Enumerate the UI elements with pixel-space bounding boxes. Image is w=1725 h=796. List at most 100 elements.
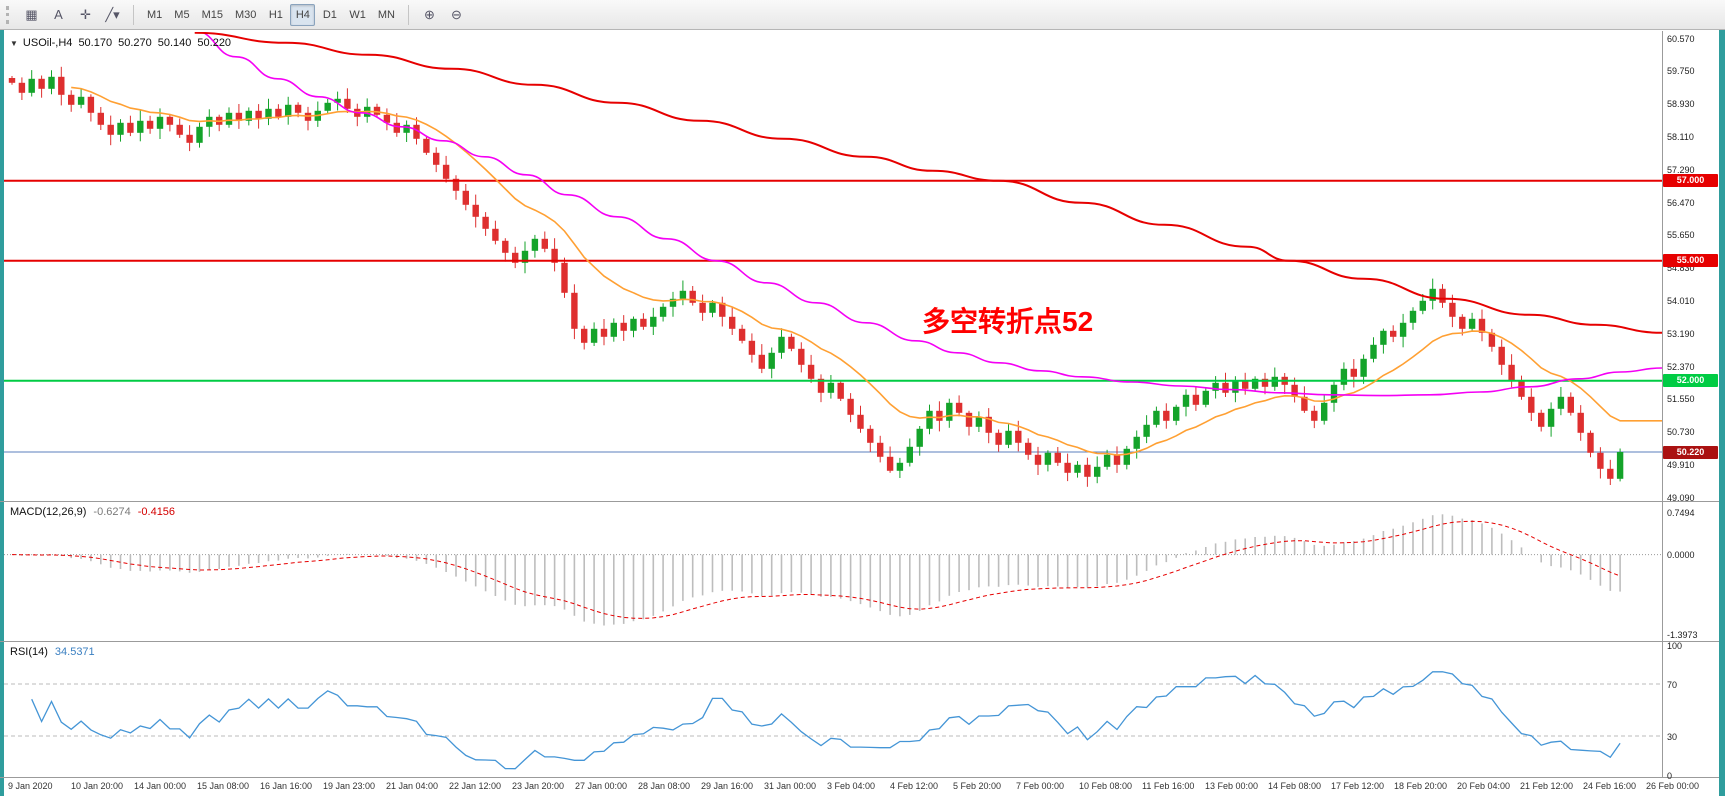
price-axis-border [1662, 31, 1663, 777]
time-tick: 29 Jan 16:00 [701, 781, 754, 791]
line-studies-toolbar: ▦ A ✛ ╱▾ [18, 4, 126, 26]
rsi-tick: 100 [1667, 640, 1683, 651]
hline-price-label: 55.000 [1663, 254, 1718, 268]
chart-window-frame [1719, 30, 1725, 796]
zoom-out-button[interactable]: ⊖ [444, 4, 469, 26]
macd-header: MACD(12,26,9) -0.6274 -0.4156 [10, 506, 175, 518]
rsi-header: RSI(14) 34.5371 [10, 646, 95, 658]
crosshair-tool-button[interactable]: ✛ [73, 4, 98, 26]
toolbar-separator [133, 4, 134, 25]
timeframe-h1-button[interactable]: H1 [263, 4, 288, 26]
rsi-panel[interactable] [4, 642, 1662, 777]
time-tick: 10 Jan 20:00 [71, 781, 124, 791]
time-tick: 20 Feb 04:00 [1457, 781, 1511, 791]
time-tick: 31 Jan 00:00 [764, 781, 817, 791]
price-axis[interactable]: 60.570 59.750 58.930 58.110 57.290 56.470 55.6… [1663, 32, 1719, 781]
price-tick: 49.090 [1667, 492, 1695, 503]
timeframe-w1-button[interactable]: W1 [344, 4, 371, 26]
timeframe-h4-button[interactable]: H4 [290, 3, 316, 26]
macd-panel[interactable] [4, 502, 1662, 641]
timeframe-m5-button[interactable]: M5 [169, 4, 194, 26]
time-tick: 24 Feb 16:00 [1583, 781, 1637, 791]
macd-tick: 0.7494 [1667, 507, 1695, 518]
price-tick: 54.830 [1667, 263, 1695, 274]
chart-window-frame [0, 30, 4, 796]
time-tick: 22 Jan 12:00 [449, 781, 502, 791]
macd-title: MACD(12,26,9) [10, 506, 87, 518]
timeframe-m15-button[interactable]: M15 [197, 4, 228, 26]
price-tick: 59.750 [1667, 66, 1695, 77]
low-value: 50.140 [157, 37, 192, 49]
time-tick: 19 Jan 23:00 [323, 781, 376, 791]
panel-divider[interactable] [0, 501, 1719, 502]
line-studies-icon: ╱▾ [105, 6, 120, 22]
time-tick: 14 Jan 00:00 [134, 781, 187, 791]
toolbar-separator [407, 4, 409, 25]
zoom-in-button[interactable]: ⊕ [417, 4, 442, 26]
time-tick: 23 Jan 20:00 [512, 781, 565, 791]
price-tick: 58.930 [1667, 99, 1695, 110]
time-tick: 18 Feb 20:00 [1394, 781, 1448, 791]
price-tick: 50.730 [1667, 427, 1695, 438]
time-axis[interactable]: 9 Jan 2020 10 Jan 20:00 14 Jan 00:00 15 Jan… [4, 778, 1699, 796]
time-tick: 13 Feb 00:00 [1205, 781, 1259, 791]
high-value: 50.270 [118, 37, 152, 49]
hline-price-label: 57.000 [1663, 174, 1718, 188]
timeframe-m30-button[interactable]: M30 [230, 4, 261, 26]
price-tick: 56.470 [1667, 197, 1695, 208]
open-value: 50.170 [78, 37, 113, 49]
rsi-tick: 30 [1667, 731, 1678, 742]
price-tick: 53.190 [1667, 328, 1695, 339]
macd-tick: 0.0000 [1667, 550, 1695, 561]
time-tick: 4 Feb 12:00 [890, 781, 939, 791]
time-tick: 11 Feb 16:00 [1142, 781, 1195, 791]
time-tick: 10 Feb 08:00 [1079, 781, 1133, 791]
time-tick: 3 Feb 04:00 [827, 781, 876, 791]
time-tick: 14 Feb 08:00 [1268, 781, 1322, 791]
time-tick: 7 Feb 00:00 [1016, 781, 1065, 791]
chart-annotation[interactable]: 多空转折点52 [922, 306, 1094, 337]
time-tick: 9 Jan 2020 [8, 781, 53, 791]
time-tick: 21 Feb 12:00 [1520, 781, 1574, 791]
price-tick: 57.290 [1667, 164, 1695, 175]
price-tick: 58.110 [1667, 131, 1694, 142]
rsi-tick: 70 [1667, 679, 1678, 690]
bid-price-label: 50.220 [1663, 445, 1718, 459]
panel-divider [0, 777, 1719, 778]
price-tick: 49.910 [1667, 459, 1695, 470]
rsi-title: RSI(14) [10, 646, 48, 658]
text-tool-button[interactable]: A [46, 4, 71, 26]
panel-divider[interactable] [0, 641, 1719, 642]
price-tick: 55.650 [1667, 230, 1695, 241]
timeframe-mn-button[interactable]: MN [373, 4, 400, 26]
time-tick: 5 Feb 20:00 [953, 781, 1002, 791]
rsi-tick: 0 [1667, 770, 1673, 781]
close-value: 50.220 [197, 37, 232, 49]
time-tick: 21 Jan 04:00 [386, 781, 439, 791]
text-tool-icon: A [54, 7, 63, 22]
time-tick: 17 Feb 12:00 [1331, 781, 1385, 791]
toolbar: ▦ A ✛ ╱▾ M1 M5 M15 M30 H1 H4 D1 W1 MN ⊕ ⊖ [0, 0, 1725, 30]
price-tick: 60.570 [1667, 33, 1695, 44]
time-tick: 15 Jan 08:00 [197, 781, 250, 791]
timeframe-m1-button[interactable]: M1 [142, 4, 167, 26]
price-tick: 54.010 [1667, 295, 1695, 306]
grid-tool-button[interactable]: ▦ [19, 4, 44, 26]
price-tick: 52.370 [1667, 361, 1695, 372]
timeframe-d1-button[interactable]: D1 [317, 4, 342, 26]
macd-tick: -1.3973 [1667, 629, 1698, 640]
line-studies-button[interactable]: ╱▾ [100, 4, 125, 26]
macd-signal-value: -0.4156 [137, 506, 176, 518]
crosshair-tool-icon: ✛ [80, 6, 91, 22]
main-price-chart[interactable] [4, 32, 1662, 501]
symbol-label: USOil-,H4 [22, 37, 73, 49]
symbol-dropdown-icon[interactable]: ▼ [10, 39, 18, 48]
price-tick: 51.550 [1667, 394, 1695, 405]
time-tick: 28 Jan 08:00 [638, 781, 691, 791]
chart-header: ▼ USOil-,H4 50.170 50.270 50.140 50.220 [10, 37, 231, 49]
toolbar-grip[interactable] [6, 5, 12, 24]
timeframes-toolbar: M1 M5 M15 M30 H1 H4 D1 W1 MN [141, 3, 401, 26]
macd-main-value: -0.6274 [93, 506, 131, 518]
hline-price-label: 52.000 [1663, 374, 1718, 388]
